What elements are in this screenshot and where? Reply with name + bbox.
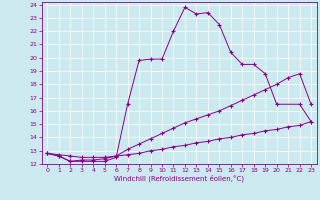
X-axis label: Windchill (Refroidissement éolien,°C): Windchill (Refroidissement éolien,°C) (114, 175, 244, 182)
